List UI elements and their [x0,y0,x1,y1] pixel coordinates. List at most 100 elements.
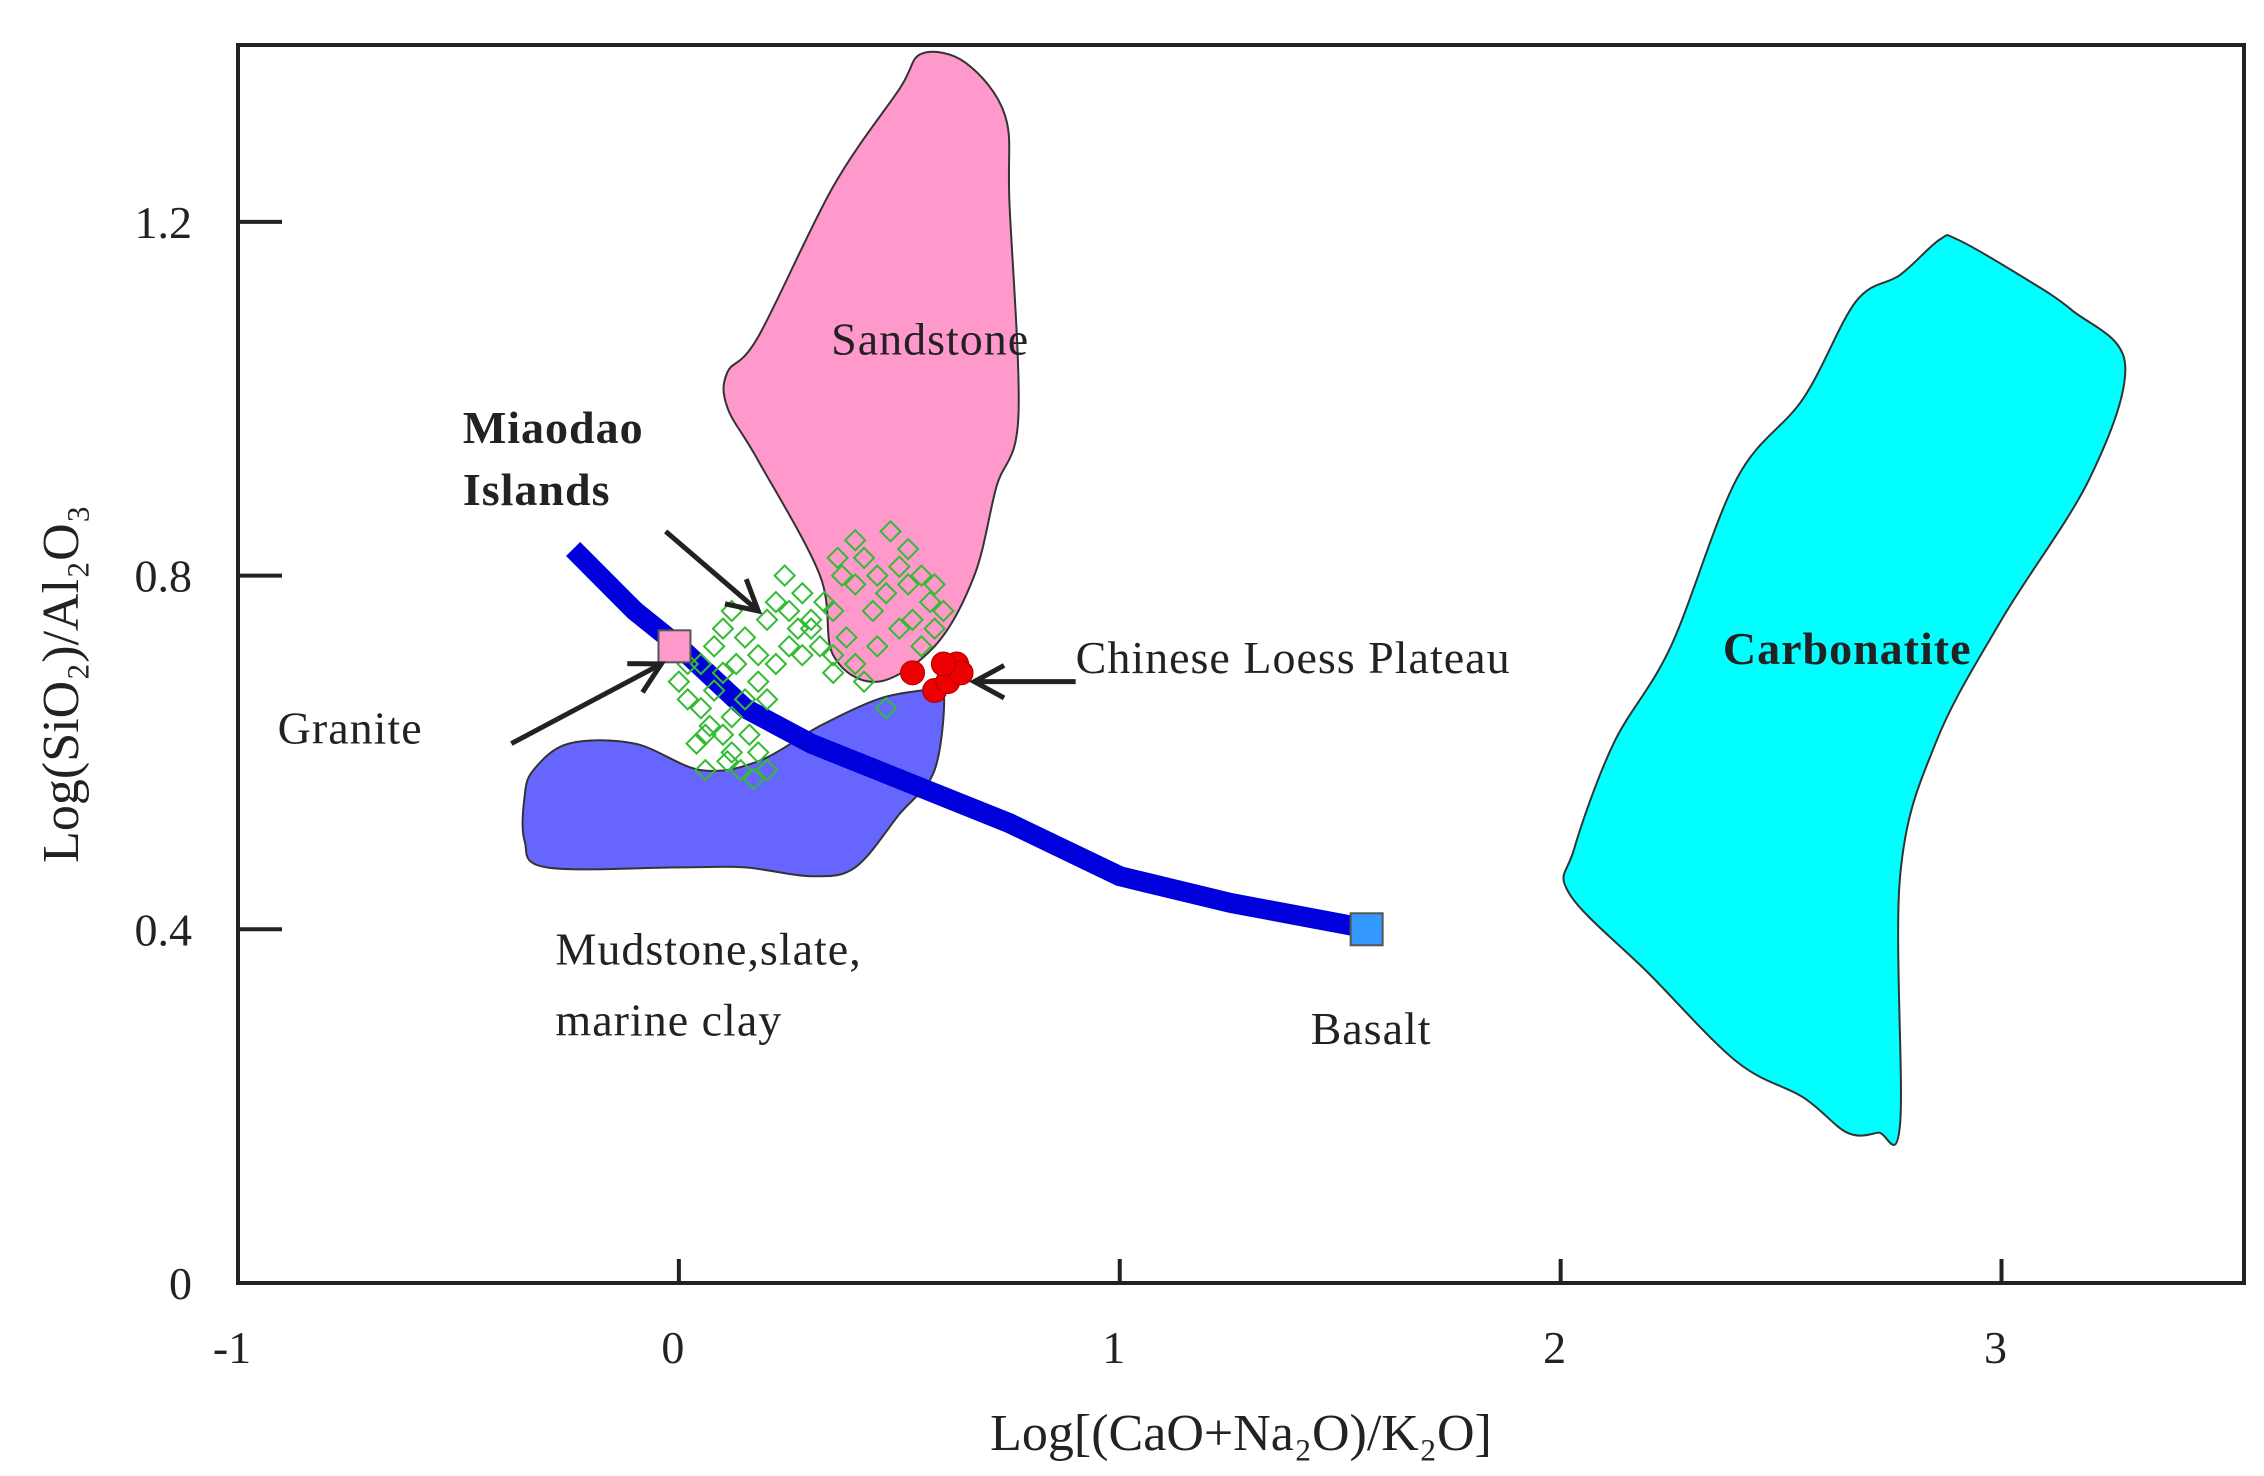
point-miaodao-islands [852,546,876,570]
y-axis-title: Log(SiO₂)/Al₂O₃ [33,505,90,863]
region-mudstone-slate-marine-clay [521,683,946,878]
point-miaodao-islands [812,590,836,614]
point-miaodao-islands [843,652,867,676]
point-miaodao-islands [746,741,770,764]
arrow-head-2 [627,661,666,694]
point-miaodao-islands [843,573,867,596]
point-miaodao-islands [790,643,814,667]
point-miaodao-islands [755,608,779,632]
point-miaodao-islands [746,643,770,667]
region-carbonatite [1562,234,2127,1146]
point-miaodao-islands [874,696,898,720]
point-miaodao-islands [711,723,735,747]
point-miaodao-islands [896,573,920,596]
point-miaodao-islands [879,519,902,543]
point-miaodao-islands [711,617,735,641]
x-tick-label: 0 [661,1322,684,1373]
axes-layer: -1 0 1 2 3 0 0.4 0.8 1.2 Log[(CaO+Na₂O)/K₂O] Log(S… [33,197,2007,1462]
point-miaodao-islands [724,652,748,676]
point-chinese-loess-plateau [900,660,926,686]
arrow-shaft-2 [510,661,663,746]
point-miaodao-islands [821,599,845,623]
point-miaodao-islands [931,599,955,623]
point-miaodao-islands [738,723,761,747]
x-axis-title: Log[(CaO+Na₂O)/K₂O] [990,1405,1492,1462]
point-miaodao-islands [720,741,744,764]
y-tick-label: 0 [169,1258,192,1309]
point-miaodao-islands [923,573,947,596]
point-miaodao-islands [702,634,726,658]
point-miaodao-islands [755,687,779,711]
point-miaodao-islands [918,590,942,614]
point-miaodao-islands [742,767,766,791]
point-miaodao-islands [821,643,845,667]
point-miaodao-islands [861,599,885,623]
x-tick-label: 3 [1984,1322,2007,1373]
point-miaodao-islands [821,661,845,685]
point-miaodao-islands [702,679,726,702]
point-miaodao-islands [746,670,770,694]
annotation-granite: Granite [278,703,423,754]
annotation-carbonatite: Carbonatite [1723,623,1972,674]
point-miaodao-islands [693,723,717,747]
annotation-sandstone: Sandstone [831,314,1029,365]
point-miaodao-islands [685,732,708,755]
point-miaodao-islands [923,617,947,641]
point-miaodao-islands [901,608,924,632]
x-tick-label: 1 [1102,1322,1125,1373]
point-miaodao-islands [755,758,779,782]
point-miaodao-islands [693,758,717,782]
point-miaodao-islands [843,528,867,552]
point-miaodao-islands [764,652,788,676]
point-basalt [1349,912,1384,947]
annotation-mudstone1: Mudstone,slate, [555,924,861,975]
annotation-mudstone2: marine clay [555,994,782,1045]
mixing-line [566,541,1373,940]
annotation-basalt: Basalt [1311,1003,1432,1054]
point-miaodao-islands [865,564,889,587]
point-miaodao-islands [698,714,722,738]
arrow-layer [510,529,1076,746]
point-miaodao-islands [865,634,889,658]
arrow-shaft-1 [664,529,760,613]
point-miaodao-islands [887,617,911,641]
annotation-miaodao1: Miaodao [463,402,644,453]
point-miaodao-islands [689,696,713,720]
point-miaodao-islands [786,617,810,641]
point-miaodao-islands [790,581,814,605]
point-miaodao-islands [729,758,753,782]
point-miaodao-islands [715,749,739,773]
point-miaodao-islands [834,626,858,649]
point-miaodao-islands [826,546,850,570]
point-miaodao-islands [852,670,876,694]
point-miaodao-islands [720,705,744,729]
plot-frame [236,43,2246,1285]
annotation-layer: Sandstone Miaodao Islands Chinese Loess Pla… [278,314,1972,1055]
point-miaodao-islands [777,599,801,623]
point-miaodao-islands [874,581,898,605]
point-miaodao-islands [676,687,700,711]
point-miaodao-islands [799,617,823,641]
point-miaodao-islands [667,670,691,694]
point-miaodao-islands [773,564,797,587]
point-miaodao-islands [887,555,911,579]
point-miaodao-islands [711,661,735,685]
point-miaodao-islands [799,608,823,632]
x-tick-label: 2 [1543,1322,1566,1373]
y-tick-label: 0.4 [135,904,193,955]
point-miaodao-islands [909,564,933,587]
x-tick-label: -1 [213,1322,251,1373]
point-miaodao-islands [909,634,933,658]
point-miaodao-islands [733,687,757,711]
region-sandstone [722,50,1020,683]
data-point-layer [657,519,1384,947]
point-miaodao-islands [830,564,854,587]
arrow-head-1 [724,578,763,615]
annotation-loess: Chinese Loess Plateau [1076,632,1511,683]
point-granite [657,629,692,664]
point-chinese-loess-plateau [930,651,956,677]
mixing-line-layer [566,541,1373,940]
point-miaodao-islands [764,590,788,614]
annotation-miaodao2: Islands [463,464,611,515]
